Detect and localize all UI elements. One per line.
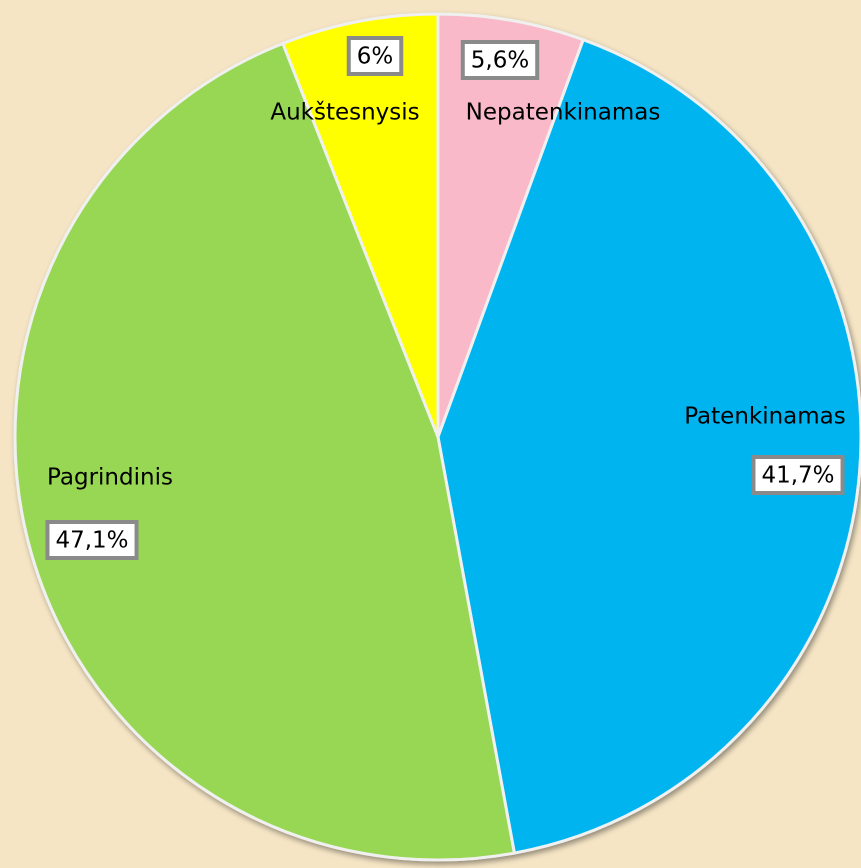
pie-slice	[436, 12, 586, 438]
pie	[13, 12, 861, 862]
category-label: Patenkinamas	[684, 404, 846, 430]
pie-slice	[436, 37, 861, 855]
value-label: 41,7%	[761, 463, 834, 489]
pie-slice	[13, 41, 517, 862]
value-label-box	[751, 455, 845, 495]
pie-slice	[280, 12, 440, 438]
value-label-box	[460, 40, 540, 80]
category-label: Pagrindinis	[47, 465, 173, 491]
value-label: 47,1%	[55, 528, 128, 554]
category-label: Aukštesnysis	[270, 100, 419, 126]
value-label-box	[45, 520, 139, 560]
value-label: 6%	[357, 44, 394, 70]
category-label: Nepatenkinamas	[466, 100, 661, 126]
value-label: 5,6%	[471, 48, 529, 74]
value-label-box	[346, 36, 404, 76]
